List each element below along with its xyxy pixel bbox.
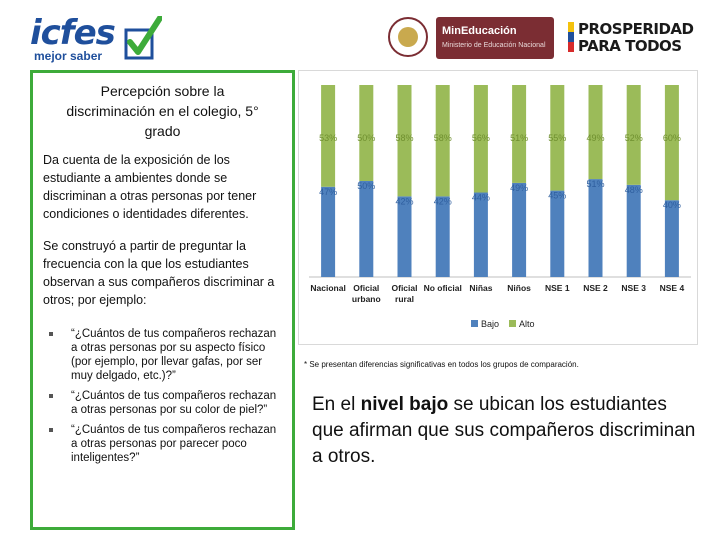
bar-bajo — [626, 184, 641, 277]
bar-bajo — [435, 196, 450, 277]
data-label: 47% — [319, 187, 337, 197]
conclusion-text: En el nivel bajo se ubican los estudiant… — [312, 392, 702, 470]
data-label: 40% — [663, 200, 681, 210]
category-label: Niñas — [469, 283, 492, 293]
category-label: NSE 4 — [660, 283, 685, 293]
list-item: “¿Cuántos de tus compañeros rechazan a o… — [45, 327, 285, 383]
bar-bajo — [588, 179, 603, 277]
conclusion-before: En el — [312, 394, 361, 415]
category-label: NSE 3 — [621, 283, 646, 293]
legend-label: Alto — [519, 319, 535, 329]
prosperidad-line1: PROSPERIDAD — [578, 20, 694, 38]
question-text: “¿Cuántos de tus compañeros rechazan a o… — [71, 328, 277, 382]
category-label: Nacional — [310, 283, 345, 293]
category-label: Oficial — [353, 283, 379, 293]
data-label: 50% — [357, 133, 375, 143]
panel-title: Percepción sobre la discriminación en el… — [66, 83, 259, 139]
bar-alto — [359, 85, 374, 181]
data-label: 50% — [357, 181, 375, 191]
icfes-logo-tagline: mejor saber — [34, 49, 103, 63]
category-label: Niños — [507, 283, 531, 293]
bar-alto — [588, 85, 603, 180]
data-label: 56% — [472, 133, 490, 143]
bullet-icon — [49, 394, 53, 398]
bar-bajo — [359, 181, 374, 277]
bullet-icon — [49, 428, 53, 432]
ministry-logo: MinEducación Ministerio de Educación Nac… — [388, 17, 554, 59]
legend-label: Bajo — [481, 319, 499, 329]
bar-alto — [664, 85, 679, 201]
ministry-title: MinEducación — [442, 25, 517, 37]
stacked-bar-chart: 47% 53% Nacional 50% 50% Oficial urbano 42% 58% O… — [298, 70, 698, 345]
data-label: 60% — [663, 133, 681, 143]
prosperidad-logo: PROSPERIDAD PARA TODOS — [568, 20, 694, 56]
bar-alto — [626, 85, 641, 185]
bar-alto — [473, 85, 488, 193]
data-label: 42% — [434, 196, 452, 206]
category-label: urbano — [352, 294, 381, 304]
data-label: 58% — [434, 133, 452, 143]
conclusion-emphasis: nivel bajo — [360, 394, 449, 415]
bar-alto — [435, 85, 450, 197]
data-label: 55% — [548, 133, 566, 143]
bar-alto — [512, 85, 527, 183]
legend-swatch — [471, 320, 478, 327]
question-text: “¿Cuántos de tus compañeros rechazan a o… — [71, 390, 277, 416]
data-label: 48% — [625, 185, 643, 195]
description-paragraph: Da cuenta de la exposición de los estudi… — [43, 153, 257, 221]
ministry-banner: MinEducación Ministerio de Educación Nac… — [436, 17, 554, 59]
data-label: 49% — [510, 183, 528, 193]
category-label: NSE 2 — [583, 283, 608, 293]
colombia-flag-icon — [568, 22, 574, 52]
bar-alto — [321, 85, 336, 187]
bar-bajo — [512, 182, 527, 277]
category-label: NSE 1 — [545, 283, 570, 293]
data-label: 52% — [625, 133, 643, 143]
bar-alto — [397, 85, 412, 197]
prosperidad-line2: PARA TODOS — [578, 37, 682, 55]
data-label: 44% — [472, 193, 490, 203]
list-item: “¿Cuántos de tus compañeros rechazan a o… — [45, 389, 285, 417]
bar-bajo — [550, 190, 565, 277]
checkmark-icon — [124, 16, 162, 60]
chart-canvas: 47%53%Nacional50%50%Oficialurbano42%58%O… — [309, 85, 691, 329]
category-label: rural — [395, 294, 414, 304]
icfes-logo: icfes mejor saber — [30, 13, 162, 64]
question-text: “¿Cuántos de tus compañeros rechazan a o… — [71, 424, 277, 464]
icfes-logo-word: icfes — [30, 13, 116, 53]
info-panel: Percepción sobre la discriminación en el… — [30, 70, 295, 530]
data-label: 45% — [548, 191, 566, 201]
bar-bajo — [664, 200, 679, 277]
data-label: 51% — [586, 179, 604, 189]
category-label: No oficial — [424, 283, 462, 293]
bullet-icon — [49, 332, 53, 336]
footnote: * Se presentan diferencias significativa… — [304, 360, 579, 369]
methodology-paragraph: Se construyó a partir de preguntar la fr… — [43, 239, 275, 307]
bar-bajo — [473, 192, 488, 277]
bar-bajo — [397, 196, 412, 277]
conclusion-after: se ubican los estudiantes que afirman qu… — [312, 394, 696, 467]
bar-bajo — [321, 186, 336, 277]
category-label: Oficial — [392, 283, 418, 293]
data-label: 42% — [395, 196, 413, 206]
data-label: 51% — [510, 133, 528, 143]
data-label: 58% — [395, 133, 413, 143]
bar-alto — [550, 85, 565, 191]
legend-swatch — [509, 320, 516, 327]
list-item: “¿Cuántos de tus compañeros rechazan a o… — [45, 423, 285, 465]
question-list: “¿Cuántos de tus compañeros rechazan a o… — [45, 327, 285, 471]
coat-of-arms-icon — [388, 17, 428, 57]
ministry-subtitle: Ministerio de Educación Nacional — [442, 42, 546, 49]
data-label: 49% — [586, 133, 604, 143]
data-label: 53% — [319, 133, 337, 143]
